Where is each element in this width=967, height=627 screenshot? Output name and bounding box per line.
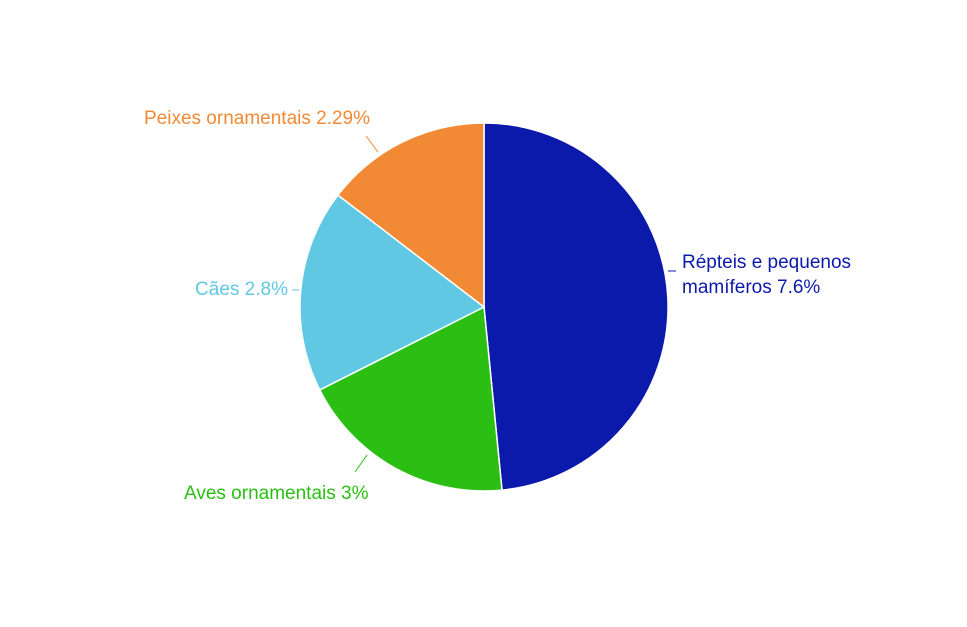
- slice-label-line: Répteis e pequenos: [682, 252, 851, 273]
- slice-labels: Répteis e pequenos mamíferos 7.6% Aves orn…: [144, 108, 851, 504]
- slice-label-line: Peixes ornamentais 2.29%: [144, 108, 370, 129]
- slice-label-line: Aves ornamentais 3%: [184, 483, 369, 504]
- slice-label-3: Peixes ornamentais 2.29%: [144, 108, 370, 129]
- slice-label-2: Cães 2.8%: [195, 279, 288, 300]
- slice-label-0: Répteis e pequenos mamíferos 7.6%: [682, 252, 851, 298]
- pie-slice-1: [318, 305, 503, 492]
- slice-label-1: Aves ornamentais 3%: [184, 483, 369, 504]
- pie-slice-0: [483, 122, 669, 491]
- leader-line-3: [365, 135, 379, 153]
- leader-line-1: [354, 454, 368, 473]
- pie-slice-2: [299, 194, 486, 391]
- pie-slice-3: [336, 122, 485, 309]
- slice-label-line: mamíferos 7.6%: [682, 277, 820, 298]
- leader-lines: [292, 135, 676, 473]
- slice-label-line: Cães 2.8%: [195, 279, 288, 300]
- pie-slices: [299, 122, 669, 492]
